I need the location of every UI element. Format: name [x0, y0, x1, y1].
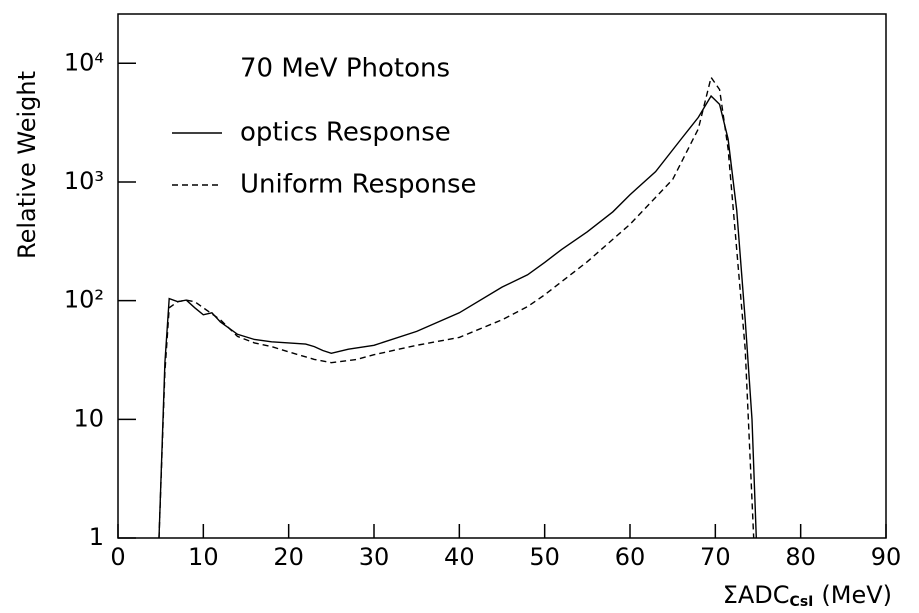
line-series [158, 94, 757, 539]
y-tick-label: 10⁴ [64, 48, 104, 76]
x-tick-label: 50 [529, 543, 560, 571]
legend-label: Uniform Response [240, 170, 477, 200]
x-tick-label: 10 [188, 543, 219, 571]
x-label-main: ΣADC [723, 581, 790, 609]
legend-label: optics Response [240, 118, 451, 148]
annotation: 70 MeV Photons [240, 54, 450, 84]
y-axis-label: Relative Weight [13, 71, 41, 259]
x-label-unit: (MeV) [821, 581, 892, 609]
plot-frame [117, 13, 887, 539]
x-tick-label: 80 [785, 543, 816, 571]
x-axis-label: ΣADCCsI (MeV) [723, 581, 892, 610]
y-tick-label: 10³ [64, 167, 104, 195]
line-series [158, 75, 755, 539]
x-tick-label: 40 [444, 543, 475, 571]
x-tick-label: 20 [273, 543, 304, 571]
y-tick-label: 10² [64, 286, 104, 314]
x-tick-label: 0 [110, 543, 125, 571]
y-tick-label: 10 [73, 404, 104, 432]
x-tick-label: 70 [700, 543, 731, 571]
x-label-subscript: CsI [790, 594, 814, 610]
x-tick-label: 30 [359, 543, 390, 571]
x-tick-label: 60 [615, 543, 646, 571]
x-tick-label: 90 [871, 543, 902, 571]
y-tick-label: 1 [89, 523, 104, 551]
